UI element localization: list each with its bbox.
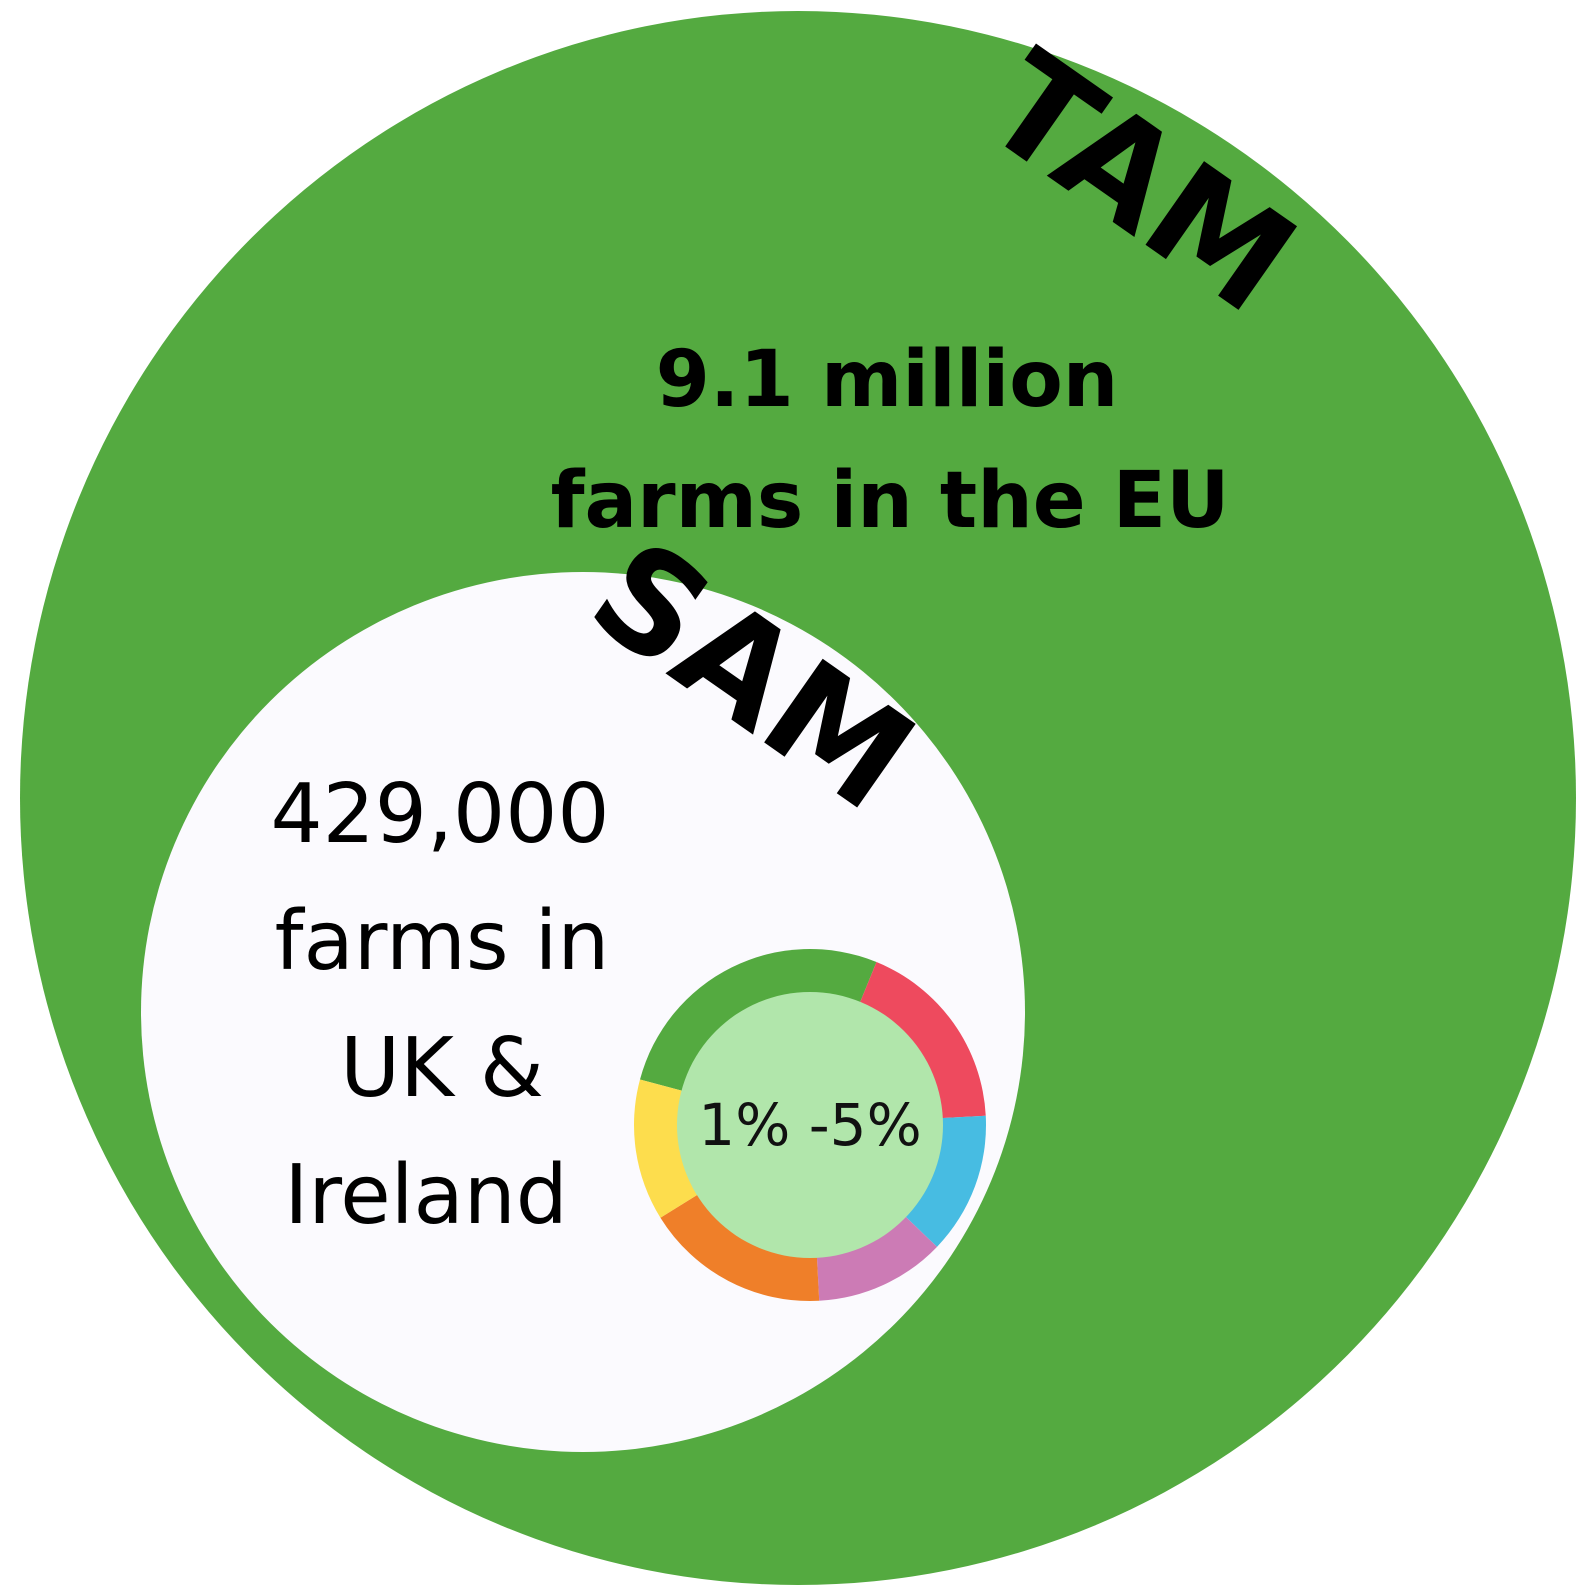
tam-description: farms in the EU bbox=[551, 456, 1230, 546]
som-value: 1% -5% bbox=[698, 1091, 921, 1159]
sam-count: 429,000 bbox=[270, 767, 609, 862]
tam-count: 9.1 million bbox=[656, 335, 1119, 425]
som-center bbox=[677, 992, 943, 1258]
sam-description-line1: farms in bbox=[275, 894, 610, 989]
sam-description-line2: UK & bbox=[340, 1021, 544, 1116]
sam-description-line3: Ireland bbox=[284, 1148, 568, 1243]
